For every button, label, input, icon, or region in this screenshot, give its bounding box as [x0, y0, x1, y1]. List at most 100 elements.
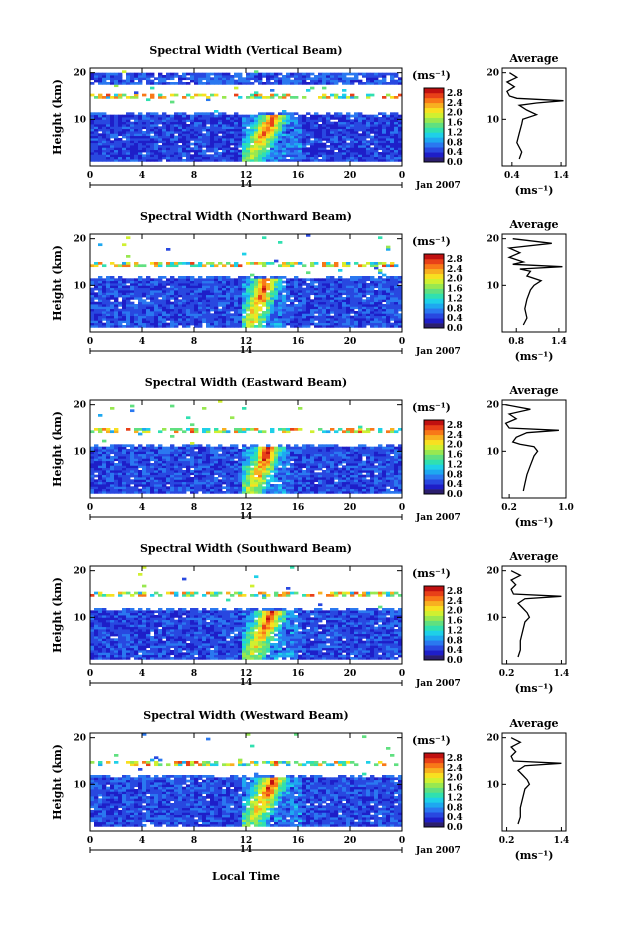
heatmap-cell: [246, 142, 251, 146]
heatmap-cell: [250, 126, 255, 130]
heatmap-cell: [102, 453, 107, 457]
heatmap-cell: [342, 306, 347, 310]
colorbar-segment: [424, 278, 444, 284]
average-profile-line: [505, 72, 564, 160]
heatmap-cell: [150, 283, 155, 286]
heatmap-cell: [318, 315, 323, 319]
heatmap-cell: [286, 159, 291, 162]
heatmap-cell: [98, 456, 103, 459]
heatmap-cell: [158, 458, 163, 462]
heatmap-cell: [274, 138, 279, 141]
heatmap-cell: [162, 138, 167, 141]
heatmap-cell: [314, 325, 319, 328]
heatmap-cell: [334, 313, 339, 317]
heatmap-cell: [350, 280, 355, 284]
heatmap-cell: [362, 294, 367, 298]
heatmap-cell: [242, 287, 247, 291]
heatmap-cell: [302, 292, 307, 296]
heatmap-cell: [286, 322, 291, 326]
heatmap-cell: [238, 460, 243, 464]
heatmap-cell: [166, 147, 171, 151]
heatmap-cell: [370, 320, 375, 324]
heatmap-cell: [230, 77, 235, 81]
heatmap-cell: [210, 285, 215, 289]
heatmap-cell: [170, 117, 175, 120]
heatmap-cell: [166, 488, 171, 492]
heatmap-cell: [270, 133, 275, 137]
heatmap-cell: [150, 82, 155, 85]
heatmap-cell: [274, 318, 279, 321]
heatmap-cell: [170, 446, 175, 450]
heatmap-cell: [278, 318, 283, 321]
heatmap-cell: [206, 325, 211, 328]
average-y-tick-label: 20: [486, 235, 499, 245]
heatmap-cell: [114, 446, 119, 450]
heatmap-cell: [246, 453, 251, 457]
heatmap-cell: [246, 299, 251, 303]
heatmap-cell: [194, 114, 199, 118]
heatmap-cell: [246, 292, 251, 296]
heatmap-cell: [158, 481, 163, 485]
heatmap-cell: [290, 318, 295, 321]
heatmap-cell: [250, 322, 255, 326]
heatmap-cell: [154, 156, 159, 160]
heatmap-cell: [130, 306, 135, 310]
heatmap-cell: [226, 119, 231, 123]
heatmap-cell: [98, 276, 103, 279]
heatmap-cell: [282, 463, 287, 466]
heatmap-cell: [258, 465, 263, 469]
heatmap-cell: [182, 142, 187, 146]
heatmap-cell: [182, 290, 187, 293]
heatmap-cell: [202, 481, 207, 485]
heatmap-cell: [150, 124, 155, 127]
heatmap-cell: [210, 477, 215, 480]
heatmap-cell: [134, 262, 139, 265]
heatmap-cell: [290, 145, 295, 148]
heatmap-cell: [366, 114, 371, 118]
heatmap-cell: [234, 301, 239, 305]
heatmap-cell: [234, 463, 239, 466]
heatmap-cell: [214, 308, 219, 312]
heatmap-cell: [214, 126, 219, 130]
heatmap-cell: [290, 446, 295, 450]
heatmap-cell: [162, 479, 167, 483]
heatmap-cell: [234, 488, 239, 492]
heatmap-cell: [314, 156, 319, 160]
heatmap-cell: [282, 126, 287, 130]
heatmap-cell: [138, 278, 143, 282]
heatmap-cell: [298, 297, 303, 300]
heatmap-cell: [162, 486, 167, 490]
heatmap-cell: [318, 72, 323, 76]
heatmap-cell: [286, 154, 291, 158]
heatmap-cell: [242, 318, 247, 321]
heatmap-cell: [358, 276, 363, 279]
heatmap-cell: [378, 311, 383, 314]
heatmap-cell: [130, 308, 135, 312]
heatmap-cell: [218, 82, 223, 85]
heatmap-cell: [174, 112, 179, 116]
heatmap-cell: [342, 262, 347, 265]
heatmap-cell: [158, 138, 163, 141]
heatmap-cell: [258, 121, 263, 125]
heatmap-cell: [190, 486, 195, 490]
heatmap-cell: [194, 428, 199, 431]
heatmap-cell: [142, 292, 147, 296]
heatmap-cell: [90, 456, 95, 459]
heatmap-cell: [382, 117, 387, 120]
heatmap-cell: [342, 322, 347, 326]
heatmap-cell: [222, 446, 227, 450]
heatmap-cell: [274, 297, 279, 300]
heatmap-cell: [382, 159, 387, 162]
heatmap-cell: [238, 82, 243, 85]
heatmap-cell: [142, 287, 147, 291]
heatmap-cell: [134, 264, 139, 268]
heatmap-cell: [102, 301, 107, 305]
heatmap-cell: [234, 322, 239, 326]
heatmap-cell: [206, 77, 211, 81]
heatmap-cell: [150, 299, 155, 303]
heatmap-cell: [378, 262, 383, 265]
heatmap-cell: [214, 292, 219, 296]
heatmap-cell: [238, 306, 243, 310]
heatmap-cell: [198, 280, 203, 284]
heatmap-cell: [214, 322, 219, 326]
